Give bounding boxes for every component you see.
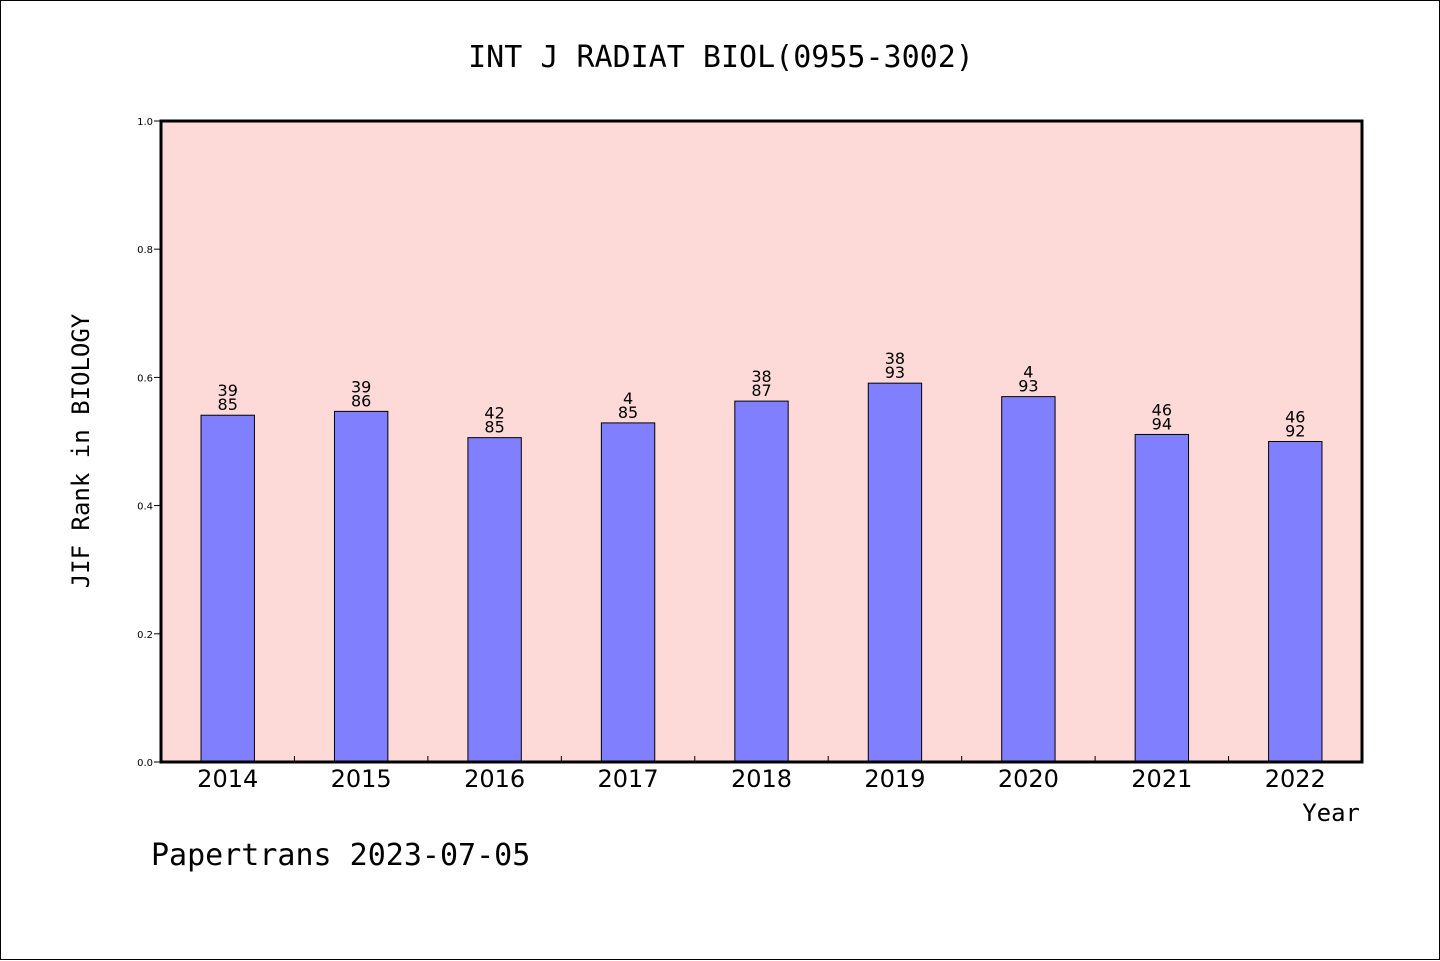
x-tick-label: 2014	[197, 765, 258, 793]
data-label-total: 86	[351, 391, 371, 410]
x-tick-label: 2021	[1131, 765, 1192, 793]
x-tick-label: 2018	[731, 765, 792, 793]
data-label-total: 93	[1018, 377, 1038, 396]
bar-2019	[867, 382, 923, 763]
x-axis-label: Year	[1302, 799, 1360, 827]
y-axis-ticks: 0.0 0.2 0.4 0.6 0.8 1.0	[137, 117, 161, 769]
y-tick-label: 0.4	[137, 502, 153, 513]
y-tick-label: 0.2	[137, 630, 153, 641]
data-label-rank: 39	[351, 377, 371, 396]
x-tick-label: 2016	[464, 765, 525, 793]
bar-2021	[1134, 433, 1190, 763]
data-label-total: 87	[751, 381, 771, 400]
bars-group	[200, 382, 1323, 763]
bar-2016	[467, 437, 522, 763]
data-label-rank: 4	[623, 389, 633, 408]
data-label-total: 93	[885, 363, 905, 382]
bar-2018	[734, 400, 789, 763]
data-label-rank: 38	[885, 349, 905, 368]
data-label-total: 85	[218, 395, 238, 414]
footer-credit: Papertrans 2023-07-05	[151, 838, 530, 873]
plot-border	[159, 119, 1364, 764]
y-tick-label: 0.8	[137, 245, 153, 256]
bar-2014	[200, 414, 255, 763]
data-label-total: 94	[1152, 414, 1172, 433]
bar-2022	[1268, 441, 1323, 763]
data-label-total: 85	[484, 418, 504, 437]
data-label-rank: 4	[1023, 363, 1033, 382]
x-tick-label: 2017	[598, 765, 659, 793]
y-tick-label: 1.0	[137, 117, 153, 128]
data-label-rank: 39	[218, 381, 238, 400]
x-tick-label: 2020	[998, 765, 1059, 793]
x-tick-label: 2015	[331, 765, 392, 793]
bar-2020	[1001, 396, 1056, 763]
data-label-rank: 38	[751, 367, 771, 386]
data-label-total: 85	[618, 403, 638, 422]
y-tick-label: 0.0	[137, 758, 153, 769]
bar-2015	[333, 410, 389, 763]
chart-title: INT J RADIAT BIOL(0955-3002)	[468, 40, 974, 75]
y-tick-label: 0.6	[137, 373, 153, 384]
x-tick-label: 2022	[1265, 765, 1326, 793]
x-tick-label: 2019	[864, 765, 925, 793]
y-axis-label: JIF Rank in BIOLOGY	[67, 313, 95, 588]
data-label-total: 92	[1285, 422, 1305, 441]
bar-2017	[600, 422, 656, 763]
x-axis-ticks: 2014 2015 2016 2017 2018 2019 2020 2021 2022	[197, 756, 1326, 793]
data-label-rank: 42	[484, 404, 504, 423]
data-label-rank: 46	[1285, 408, 1305, 427]
data-label-rank: 46	[1152, 400, 1172, 419]
